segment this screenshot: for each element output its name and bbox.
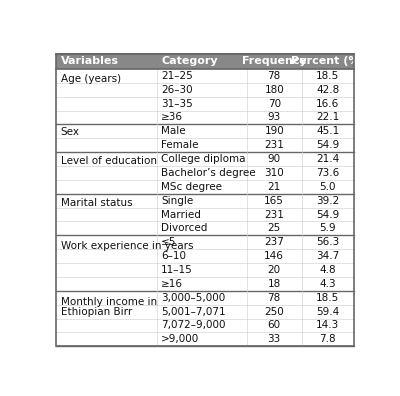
Bar	[56, 332, 354, 346]
Text: 34.7: 34.7	[316, 251, 339, 261]
Text: 3,000–5,000: 3,000–5,000	[161, 293, 226, 303]
Text: ≤5: ≤5	[161, 237, 177, 247]
Bar	[56, 69, 354, 83]
Text: 4.8: 4.8	[320, 265, 336, 275]
Text: 5.0: 5.0	[320, 182, 336, 192]
Bar	[56, 249, 354, 263]
Text: 11–15: 11–15	[161, 265, 193, 275]
Text: Married: Married	[161, 209, 201, 219]
Text: Male: Male	[161, 126, 186, 136]
Text: 73.6: 73.6	[316, 168, 339, 178]
Text: 25: 25	[268, 223, 281, 233]
Bar	[56, 291, 354, 305]
Text: Percent (%): Percent (%)	[291, 56, 364, 66]
Text: 21.4: 21.4	[316, 154, 339, 164]
Text: 56.3: 56.3	[316, 237, 339, 247]
Text: ≥16: ≥16	[161, 279, 183, 289]
Text: 26–30: 26–30	[161, 85, 193, 95]
Text: >9,000: >9,000	[161, 334, 200, 345]
Text: Frequency: Frequency	[242, 56, 306, 66]
Text: Marital status: Marital status	[61, 198, 132, 208]
Text: 39.2: 39.2	[316, 196, 339, 206]
Text: 5,001–7,071: 5,001–7,071	[161, 307, 226, 317]
Bar	[56, 194, 354, 208]
Text: 54.9: 54.9	[316, 140, 339, 150]
Bar	[56, 124, 354, 138]
Text: 54.9: 54.9	[316, 209, 339, 219]
Text: Divorced: Divorced	[161, 223, 208, 233]
Text: Sex: Sex	[61, 127, 80, 137]
Text: 7,072–9,000: 7,072–9,000	[161, 320, 226, 331]
Text: 14.3: 14.3	[316, 320, 339, 331]
Text: 146: 146	[264, 251, 284, 261]
Bar	[56, 277, 354, 291]
Bar	[56, 180, 354, 194]
Text: 45.1: 45.1	[316, 126, 339, 136]
Text: 310: 310	[264, 168, 284, 178]
Text: 16.6: 16.6	[316, 99, 339, 109]
Text: 22.1: 22.1	[316, 112, 339, 122]
Text: 70: 70	[268, 99, 281, 109]
Text: 21–25: 21–25	[161, 71, 193, 81]
Text: Variables: Variables	[61, 56, 119, 66]
Text: 42.8: 42.8	[316, 85, 339, 95]
Text: Work experience in years: Work experience in years	[61, 241, 193, 251]
Text: ≥36: ≥36	[161, 112, 183, 122]
Text: 90: 90	[268, 154, 281, 164]
Text: MSc degree: MSc degree	[161, 182, 222, 192]
Text: Female: Female	[161, 140, 199, 150]
Text: 78: 78	[268, 71, 281, 81]
Text: 165: 165	[264, 196, 284, 206]
Text: 33: 33	[268, 334, 281, 345]
Bar	[56, 318, 354, 332]
Text: 18.5: 18.5	[316, 293, 339, 303]
Bar	[56, 305, 354, 318]
Bar	[56, 97, 354, 110]
Bar	[56, 166, 354, 180]
Text: Ethiopian Birr: Ethiopian Birr	[61, 307, 132, 318]
Text: 231: 231	[264, 140, 284, 150]
Text: College diploma: College diploma	[161, 154, 246, 164]
Text: 4.3: 4.3	[320, 279, 336, 289]
Bar	[56, 152, 354, 166]
Bar	[56, 110, 354, 124]
Text: 31–35: 31–35	[161, 99, 193, 109]
Text: 21: 21	[268, 182, 281, 192]
Text: Category: Category	[161, 56, 218, 66]
Text: Bachelor’s degree: Bachelor’s degree	[161, 168, 256, 178]
Text: 190: 190	[264, 126, 284, 136]
Text: Monthly income in: Monthly income in	[61, 297, 157, 307]
Text: 6–10: 6–10	[161, 251, 186, 261]
Text: 60: 60	[268, 320, 281, 331]
Text: 5.9: 5.9	[320, 223, 336, 233]
Bar	[56, 263, 354, 277]
Bar	[56, 54, 354, 69]
Bar	[56, 138, 354, 152]
Text: 7.8: 7.8	[320, 334, 336, 345]
Bar	[56, 221, 354, 235]
Bar	[56, 208, 354, 221]
Text: Age (years): Age (years)	[61, 74, 121, 84]
Text: 237: 237	[264, 237, 284, 247]
Text: 20: 20	[268, 265, 281, 275]
Text: 180: 180	[264, 85, 284, 95]
Text: 250: 250	[264, 307, 284, 317]
Bar	[56, 83, 354, 97]
Text: 78: 78	[268, 293, 281, 303]
Text: 231: 231	[264, 209, 284, 219]
Bar	[56, 235, 354, 249]
Text: Level of education: Level of education	[61, 156, 157, 166]
Text: 93: 93	[268, 112, 281, 122]
Text: Single: Single	[161, 196, 194, 206]
Text: 59.4: 59.4	[316, 307, 339, 317]
Text: 18.5: 18.5	[316, 71, 339, 81]
Text: 18: 18	[268, 279, 281, 289]
